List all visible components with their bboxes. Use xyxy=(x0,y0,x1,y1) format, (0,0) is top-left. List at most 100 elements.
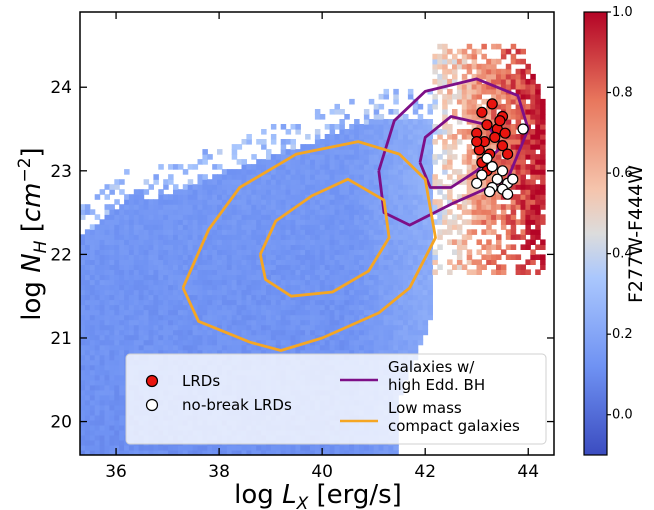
heatmap-cell xyxy=(251,274,257,281)
heatmap-cell xyxy=(89,289,96,296)
heatmap-cell xyxy=(119,249,125,255)
heatmap-cell xyxy=(427,88,433,95)
heatmap-cell xyxy=(427,174,433,180)
heatmap-cell xyxy=(192,244,199,250)
heatmap-cell xyxy=(270,219,277,225)
heatmap-cell xyxy=(310,314,316,321)
heatmap-cell xyxy=(221,184,228,190)
heatmap-cell xyxy=(373,184,380,190)
heatmap-cell xyxy=(417,319,424,326)
heatmap-cell xyxy=(173,219,179,225)
heatmap-cell xyxy=(505,254,512,260)
heatmap-cell xyxy=(505,204,512,210)
heatmap-cell xyxy=(182,304,189,311)
heatmap-cell xyxy=(202,204,208,210)
heatmap-cell xyxy=(314,344,321,351)
heatmap-cell xyxy=(452,139,458,145)
heatmap-cell xyxy=(202,445,208,451)
heatmap-cell xyxy=(300,209,306,215)
heatmap-cell xyxy=(417,299,424,306)
heatmap-cell xyxy=(290,239,296,245)
heatmap-cell xyxy=(275,174,282,180)
heatmap-cell xyxy=(89,440,96,446)
heatmap-cell xyxy=(496,98,502,105)
heatmap-cell xyxy=(153,309,159,316)
heatmap-cell xyxy=(530,139,536,145)
heatmap-cell xyxy=(354,174,360,180)
heatmap-cell xyxy=(217,314,223,321)
heatmap-cell xyxy=(153,294,159,301)
heatmap-cell xyxy=(520,134,526,140)
heatmap-cell xyxy=(261,214,267,220)
heatmap-cell xyxy=(177,259,184,265)
heatmap-cell xyxy=(452,78,458,85)
heatmap-cell xyxy=(363,349,370,356)
heatmap-cell xyxy=(153,319,159,326)
heatmap-cell xyxy=(368,229,375,235)
heatmap-cell xyxy=(119,450,125,455)
heatmap-cell xyxy=(378,284,385,291)
heatmap-cell xyxy=(334,284,340,291)
heatmap-cell xyxy=(114,379,120,386)
heatmap-cell xyxy=(368,445,375,451)
heatmap-cell xyxy=(275,279,282,286)
heatmap-cell xyxy=(133,289,140,296)
heatmap-cell xyxy=(207,309,213,316)
heatmap-cell xyxy=(266,159,272,165)
heatmap-cell xyxy=(217,234,223,240)
heatmap-cell xyxy=(344,319,350,326)
heatmap-cell xyxy=(187,274,194,281)
heatmap-cell xyxy=(393,109,399,115)
heatmap-cell xyxy=(158,239,164,245)
heatmap-cell xyxy=(540,189,546,195)
heatmap-cell xyxy=(246,254,252,260)
heatmap-cell xyxy=(510,199,517,205)
heatmap-cell xyxy=(104,219,110,225)
heatmap-cell xyxy=(427,239,433,245)
heatmap-cell xyxy=(143,329,150,336)
heatmap-cell xyxy=(275,169,282,175)
heatmap-cell xyxy=(305,450,311,455)
heatmap-cell xyxy=(202,209,208,215)
heatmap-cell xyxy=(530,259,536,265)
heatmap-cell xyxy=(300,174,306,180)
point-no-break-lrds xyxy=(476,169,488,181)
heatmap-cell xyxy=(212,234,218,240)
heatmap-cell xyxy=(510,219,517,225)
heatmap-cell xyxy=(148,304,154,311)
heatmap-cell xyxy=(324,344,331,351)
heatmap-cell xyxy=(510,124,517,130)
heatmap-cell xyxy=(261,324,267,331)
heatmap-cell xyxy=(427,224,433,230)
heatmap-cell xyxy=(295,189,301,195)
heatmap-cell xyxy=(104,244,110,250)
heatmap-cell xyxy=(192,224,199,230)
heatmap-cell xyxy=(173,239,179,245)
heatmap-cell xyxy=(226,229,233,235)
heatmap-cell xyxy=(231,269,238,275)
heatmap-cell xyxy=(133,304,140,311)
heatmap-cell xyxy=(84,289,91,296)
heatmap-cell xyxy=(251,329,257,336)
heatmap-cell xyxy=(442,159,448,165)
heatmap-cell xyxy=(256,244,262,250)
heatmap-cell xyxy=(359,294,365,301)
heatmap-cell xyxy=(221,314,228,321)
heatmap-cell xyxy=(163,279,169,286)
heatmap-cell xyxy=(407,209,414,215)
heatmap-cell xyxy=(520,209,526,215)
heatmap-cell xyxy=(133,229,140,235)
heatmap-cell xyxy=(251,224,257,230)
heatmap-cell xyxy=(182,254,189,260)
heatmap-cell xyxy=(339,189,345,195)
heatmap-cell xyxy=(329,450,336,455)
heatmap-cell xyxy=(192,339,199,346)
heatmap-cell xyxy=(368,139,375,145)
heatmap-cell xyxy=(143,274,150,281)
heatmap-cell xyxy=(300,334,306,341)
heatmap-cell xyxy=(481,219,487,225)
heatmap-cell xyxy=(515,269,522,275)
plot-area: LRDs no-break LRDs Galaxies w/ high Edd.… xyxy=(50,11,555,482)
heatmap-cell xyxy=(217,184,223,190)
heatmap-cell xyxy=(256,169,262,175)
